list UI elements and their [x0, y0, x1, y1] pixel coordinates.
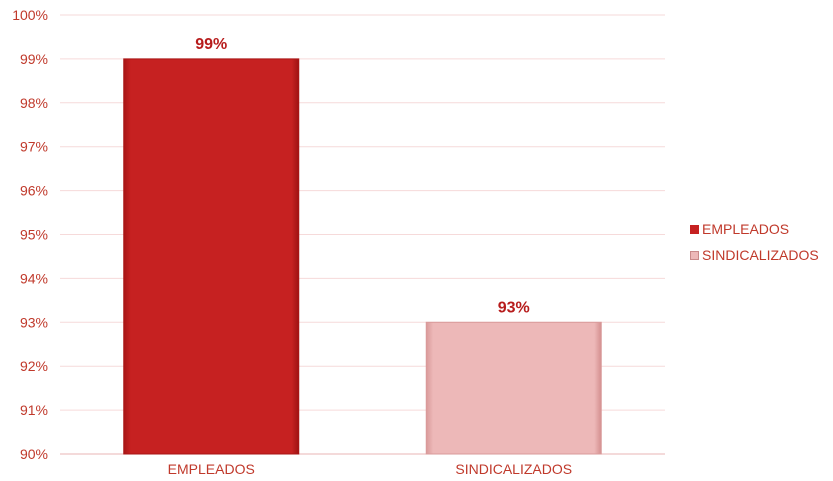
data-label-empleados: 99%: [195, 36, 227, 53]
data-labels: 99% 93%: [195, 36, 530, 316]
x-tick-label-sindicalizados: SINDICALIZADOS: [455, 461, 572, 477]
legend-swatch-empleados: [690, 224, 699, 234]
legend: EMPLEADOS SINDICALIZADOS: [690, 218, 819, 270]
legend-label-sindicalizados: SINDICALIZADOS: [702, 247, 819, 263]
y-axis: 90% 91% 92% 93% 94% 95% 96% 97% 98% 99% 100%: [12, 7, 48, 462]
y-tick-label: 92%: [20, 358, 48, 374]
legend-label-empleados: EMPLEADOS: [702, 221, 790, 237]
x-tick-label-empleados: EMPLEADOS: [168, 461, 255, 477]
bars: [123, 58, 602, 455]
x-axis: EMPLEADOS SINDICALIZADOS: [168, 461, 572, 477]
y-tick-label: 97%: [20, 139, 48, 155]
data-label-sindicalizados: 93%: [498, 299, 530, 316]
legend-item-sindicalizados: SINDICALIZADOS: [690, 244, 819, 266]
y-tick-label: 94%: [20, 270, 48, 286]
legend-swatch-sindicalizados: [690, 250, 699, 260]
y-tick-label: 91%: [20, 402, 48, 418]
y-tick-label: 90%: [20, 446, 48, 462]
y-tick-label: 93%: [20, 314, 48, 330]
bar-empleados: [123, 58, 300, 455]
legend-item-empleados: EMPLEADOS: [690, 218, 819, 240]
y-tick-label: 95%: [20, 227, 48, 243]
y-tick-label: 96%: [20, 183, 48, 199]
y-tick-label: 98%: [20, 95, 48, 111]
y-tick-label: 99%: [20, 51, 48, 67]
y-tick-label: 100%: [12, 7, 48, 23]
bar-sindicalizados: [425, 321, 602, 455]
